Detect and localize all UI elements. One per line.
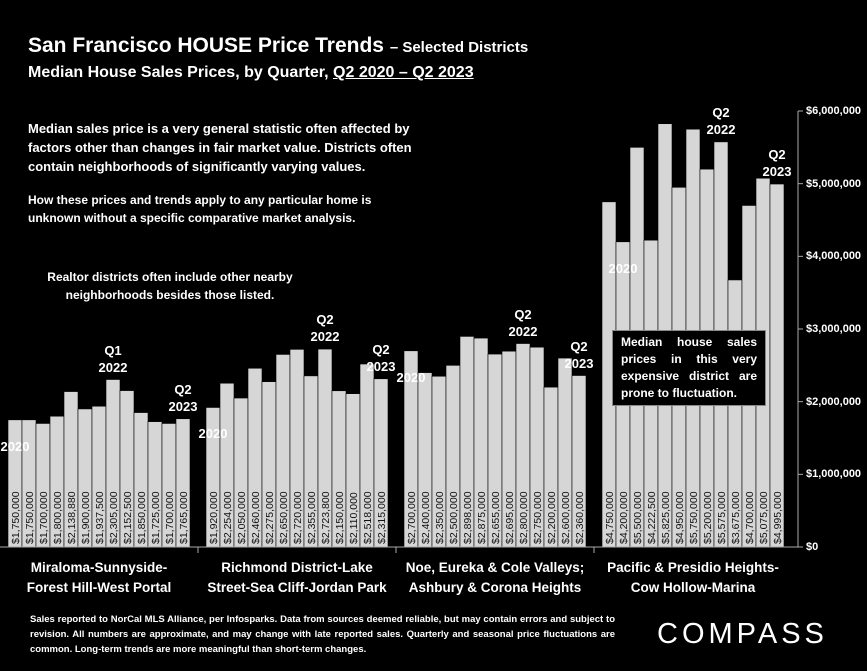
value-label: $2,275,000	[264, 491, 276, 544]
value-label: $2,460,000	[250, 491, 262, 544]
value-label: $2,655,000	[490, 491, 502, 544]
subtitle-range: Q2 2020 – Q2 2023	[333, 64, 474, 81]
value-label: $2,750,000	[532, 491, 544, 544]
callout: Median house sales prices in this very e…	[612, 330, 766, 406]
value-label: $2,400,000	[420, 491, 432, 544]
logo: COMPASS	[657, 618, 828, 650]
value-label: $1,700,000	[164, 491, 176, 544]
title-line: San Francisco HOUSE Price Trends – Selec…	[28, 34, 528, 58]
value-label: $4,750,000	[604, 491, 616, 544]
period-label: Q1 2022	[98, 342, 128, 375]
period-label: 2020	[198, 426, 228, 442]
footer: Sales reported to NorCal MLS Alliance, p…	[30, 614, 615, 655]
value-label: $2,723,800	[320, 491, 332, 544]
period-label: Q2 2022	[706, 104, 736, 137]
value-label: $4,222,500	[646, 491, 658, 544]
value-label: $2,315,000	[376, 491, 388, 544]
period-label: Q2 2023	[564, 338, 594, 371]
group-label: Richmond District-Lake Street-Sea Cliff-…	[207, 560, 387, 595]
value-label: $4,950,000	[674, 491, 686, 544]
period-label: Q2 2023	[762, 147, 792, 180]
value-label: $2,650,000	[278, 491, 290, 544]
value-label: $5,750,000	[688, 491, 700, 544]
value-label: $2,050,000	[236, 491, 248, 544]
group-label: Noe, Eureka & Cole Valleys; Ashbury & Co…	[405, 560, 585, 595]
y-tick-label: $2,000,000	[806, 395, 862, 408]
value-label: $1,765,000	[178, 491, 190, 544]
value-label: $1,900,000	[80, 491, 92, 544]
value-label: $2,110,000	[348, 492, 360, 544]
value-label: $2,800,000	[518, 491, 530, 544]
note: Median sales price is a very general sta…	[28, 121, 412, 174]
value-label: $2,518,000	[362, 491, 374, 544]
value-label: $2,152,500	[122, 491, 134, 544]
subtitle-line: Median House Sales Prices, by Quarter, Q…	[28, 64, 474, 82]
period-label: 2020	[396, 369, 426, 385]
value-label: $1,700,000	[38, 491, 50, 544]
note: Realtor districts often include other ne…	[47, 270, 293, 302]
value-label: $3,675,000	[730, 491, 742, 544]
value-label: $2,700,000	[406, 491, 418, 544]
period-label: Q2 2022	[310, 312, 340, 345]
value-label: $1,800,000	[52, 491, 64, 544]
value-label: $1,750,000	[10, 491, 22, 544]
value-label: $1,750,000	[24, 491, 36, 544]
value-label: $2,200,000	[546, 491, 558, 544]
y-tick-label: $6,000,000	[806, 105, 862, 117]
y-tick-label: $3,000,000	[806, 323, 862, 335]
value-label: $2,600,000	[560, 491, 572, 544]
value-label: $5,825,000	[660, 491, 672, 544]
value-label: $5,075,000	[758, 491, 770, 544]
value-label: $2,695,000	[504, 491, 516, 544]
value-label: $1,850,000	[136, 491, 148, 544]
period-label: Q2 2022	[508, 306, 538, 339]
value-label: $5,575,000	[716, 491, 728, 544]
value-label: $1,725,000	[150, 491, 162, 544]
value-label: $2,500,000	[448, 491, 460, 544]
group-label: Pacific & Presidio Heights- Cow Hollow-M…	[607, 560, 779, 595]
value-label: $4,200,000	[618, 491, 630, 544]
value-label: $2,138,880	[66, 491, 78, 544]
value-label: $2,305,000	[108, 491, 120, 544]
value-label: $2,150,000	[334, 491, 346, 544]
period-label: 2020	[0, 438, 30, 454]
period-label: 2020	[608, 260, 638, 276]
title-suffix: – Selected Districts	[389, 39, 529, 56]
y-tick-label: $0	[806, 541, 819, 553]
period-label: Q2 2023	[366, 341, 396, 374]
value-label: $1,937,500	[94, 491, 106, 544]
value-label: $2,875,000	[476, 491, 488, 544]
group-label: Miraloma-Sunnyside- Forest Hill-West Por…	[26, 560, 172, 595]
value-label: $2,720,000	[292, 491, 304, 544]
value-label: $2,898,000	[462, 491, 474, 544]
value-label: $2,350,000	[434, 491, 446, 544]
value-label: $2,254,000	[222, 491, 234, 544]
y-tick-label: $4,000,000	[806, 250, 862, 263]
value-label: $5,200,000	[702, 491, 714, 544]
value-label: $4,995,000	[772, 491, 784, 544]
value-label: $2,355,000	[306, 491, 318, 544]
subtitle: Median House Sales Prices, by Quarter,	[28, 64, 329, 81]
y-tick-label: $5,000,000	[806, 177, 862, 190]
period-label: Q2 2023	[168, 381, 198, 414]
note: How these prices and trends apply to any…	[28, 193, 372, 225]
value-label: $5,500,000	[632, 491, 644, 544]
chart-title: San Francisco HOUSE Price Trends	[28, 34, 384, 57]
value-label: $2,360,000	[574, 491, 586, 544]
y-tick-label: $1,000,000	[806, 468, 862, 481]
value-label: $1,920,000	[208, 491, 220, 544]
value-label: $4,700,000	[744, 491, 756, 544]
